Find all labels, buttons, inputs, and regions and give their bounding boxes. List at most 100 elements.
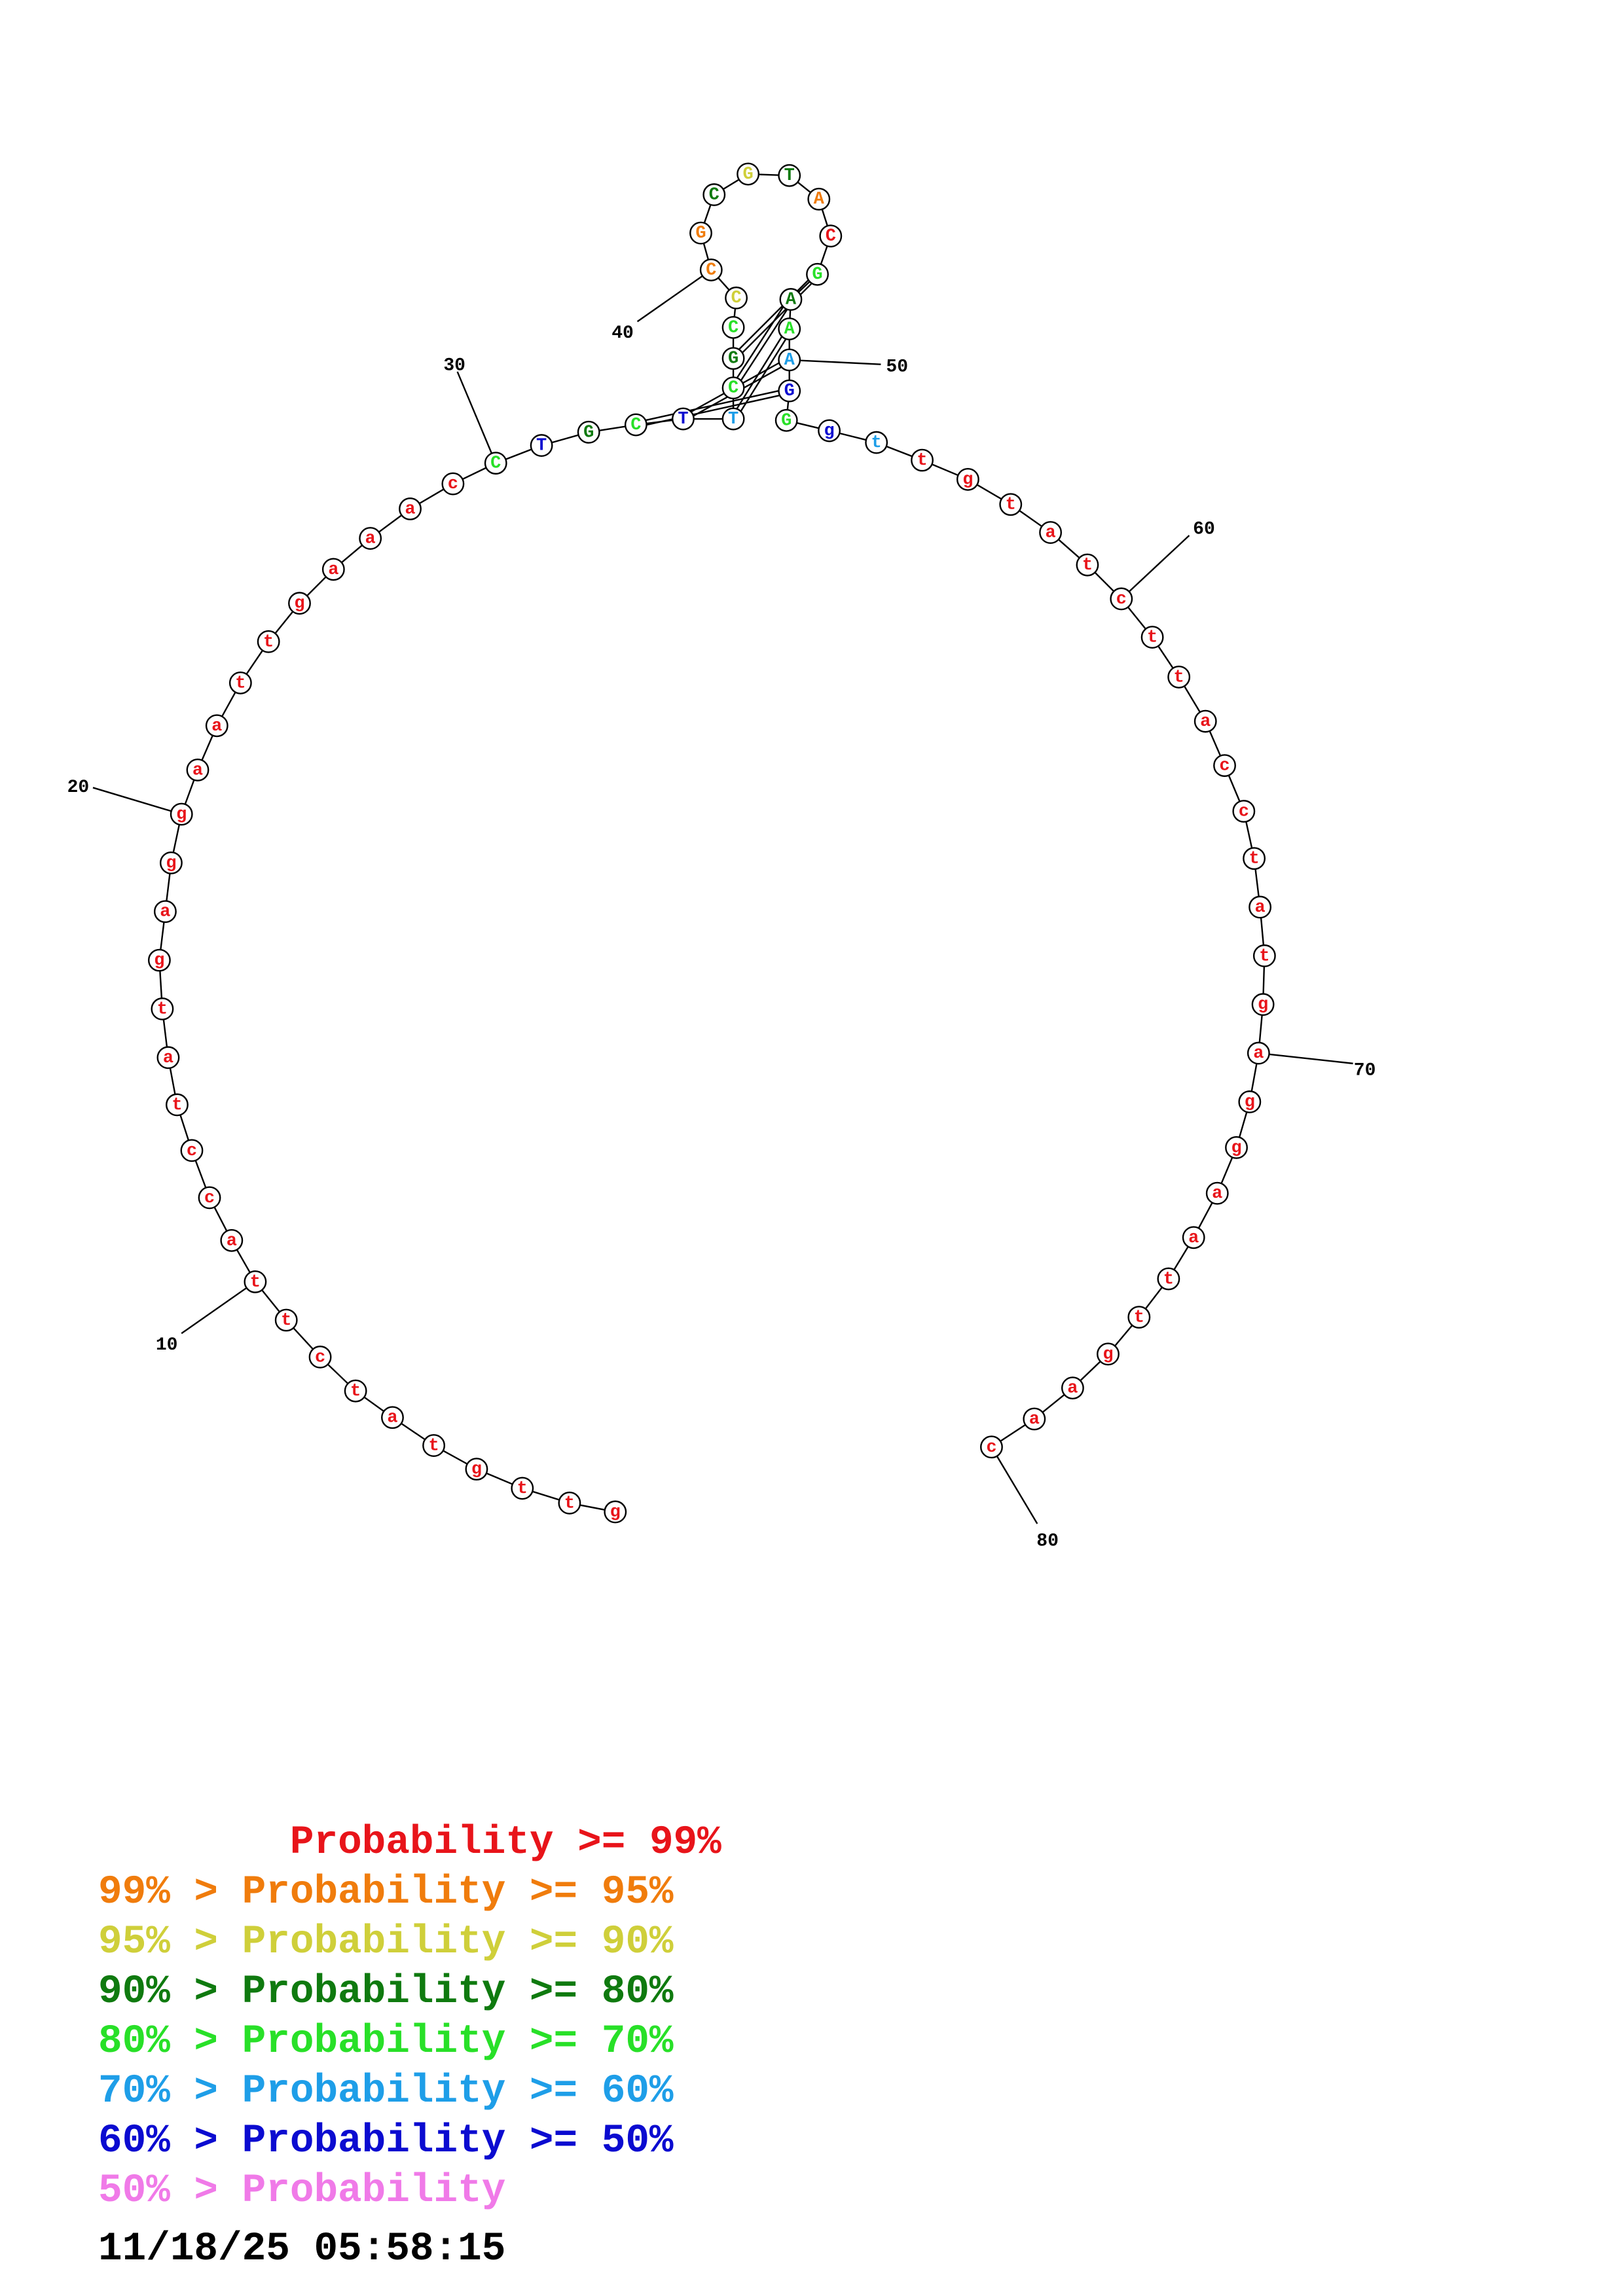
- nucleotide-35: T: [721, 407, 745, 431]
- nucleotide-letter: g: [1258, 996, 1268, 1015]
- nucleotide-letter: g: [166, 853, 176, 873]
- legend-row-text: 80% > Probability >= 70%: [98, 2019, 674, 2064]
- nucleotide-53: g: [818, 419, 841, 442]
- nucleotide-letter: T: [678, 410, 688, 429]
- nucleotide-11: a: [220, 1229, 244, 1252]
- nucleotide-letter: t: [1082, 556, 1093, 575]
- legend-row-text: 99% > Probability >= 95%: [98, 1870, 674, 1915]
- nucleotide-78: a: [1061, 1376, 1084, 1400]
- nucleotide-48: A: [779, 288, 803, 311]
- nucleotide-letter: t: [1249, 850, 1259, 869]
- nucleotide-47: G: [806, 262, 829, 286]
- nucleotide-letter: A: [784, 320, 795, 340]
- nucleotide-43: G: [737, 162, 760, 186]
- nucleotide-letter: G: [742, 165, 753, 185]
- nucleotide-32: G: [577, 420, 600, 444]
- nucleotide-19: g: [159, 851, 183, 874]
- nucleotide-letter: t: [1006, 495, 1016, 515]
- nucleotide-28: a: [399, 497, 422, 520]
- position-tick-50: [789, 359, 881, 365]
- nucleotide-letter: t: [517, 1479, 528, 1499]
- nucleotide-letter: a: [1253, 1044, 1264, 1064]
- nucleotide-letter: T: [784, 166, 795, 186]
- nucleotide-letter: a: [1255, 898, 1266, 918]
- nucleotide-letter: t: [1147, 628, 1158, 648]
- legend-row: Probability >= 99%: [98, 1818, 721, 1868]
- nucleotide-38: C: [721, 315, 745, 339]
- nucleotide-letter: A: [814, 190, 825, 209]
- legend-row-indent: [98, 1820, 290, 1865]
- nucleotide-letter: G: [784, 382, 795, 401]
- nucleotide-letter: a: [192, 761, 203, 780]
- nucleotide-letter: A: [786, 290, 797, 310]
- nucleotide-70: a: [1247, 1041, 1270, 1065]
- position-label-40: 40: [611, 323, 634, 344]
- position-label-10: 10: [156, 1335, 178, 1355]
- nucleotide-letter: C: [826, 227, 836, 247]
- nucleotide-39: C: [725, 286, 748, 310]
- nucleotide-59: t: [1076, 553, 1099, 577]
- nucleotide-2: t: [558, 1492, 581, 1515]
- nucleotide-letter: a: [160, 903, 170, 922]
- nucleotide-letter: C: [731, 289, 741, 308]
- nucleotide-77: g: [1097, 1342, 1120, 1366]
- nucleotide-33: C: [624, 413, 647, 437]
- nucleotide-74: a: [1182, 1226, 1205, 1249]
- nucleotide-letter: t: [1134, 1308, 1144, 1327]
- base-pair-line: [646, 390, 780, 426]
- nucleotide-letter: a: [211, 717, 222, 736]
- nucleotide-75: t: [1157, 1267, 1180, 1291]
- nucleotide-letter: a: [365, 529, 376, 549]
- nucleotide-36: C: [721, 376, 745, 400]
- nucleotide-letter: G: [812, 265, 822, 285]
- nucleotide-letter: G: [583, 423, 594, 442]
- base-pair-line: [736, 336, 787, 412]
- position-label-70: 70: [1354, 1061, 1376, 1081]
- nucleotide-56: g: [956, 468, 979, 491]
- probability-legend: Probability >= 99% 99% > Probability >= 9…: [98, 1818, 721, 2216]
- nucleotide-25: g: [288, 592, 311, 615]
- nucleotide-26: a: [321, 558, 345, 581]
- nucleotide-21: a: [186, 758, 210, 781]
- nucleotide-letter: c: [448, 475, 458, 494]
- nucleotide-58: a: [1039, 521, 1063, 544]
- legend-row: 99% > Probability >= 95%: [98, 1868, 721, 1918]
- nucleotide-letter: t: [917, 451, 927, 471]
- nucleotide-letter: t: [1259, 946, 1269, 966]
- nucleotide-29: c: [441, 472, 465, 495]
- nucleotide-letter: g: [610, 1503, 621, 1522]
- nucleotide-62: t: [1167, 665, 1191, 689]
- legend-row-text: 90% > Probability >= 80%: [98, 1969, 674, 2015]
- nucleotide-letter: g: [962, 470, 973, 490]
- nucleotide-24: t: [257, 630, 280, 653]
- legend-row: 70% > Probability >= 60%: [98, 2067, 721, 2117]
- nucleotide-20: g: [170, 802, 193, 826]
- position-tick-10: [181, 1281, 256, 1335]
- nucleotide-letter: g: [154, 951, 164, 971]
- nucleotide-letter: a: [163, 1049, 173, 1068]
- nucleotide-letter: g: [1245, 1092, 1255, 1112]
- legend-row: 80% > Probability >= 70%: [98, 2017, 721, 2067]
- nucleotide-letter: a: [227, 1231, 237, 1251]
- nucleotide-72: g: [1225, 1136, 1248, 1159]
- nucleotide-letter: C: [728, 318, 739, 338]
- nucleotide-letter: a: [1188, 1229, 1199, 1248]
- position-tick-30: [456, 371, 497, 464]
- nucleotide-46: C: [819, 224, 843, 248]
- nucleotide-8: c: [308, 1345, 332, 1369]
- nucleotide-letter: C: [728, 379, 739, 399]
- nucleotide-65: c: [1232, 800, 1256, 823]
- nucleotide-80: c: [980, 1435, 1003, 1459]
- nucleotide-67: a: [1249, 895, 1272, 919]
- nucleotide-letter: g: [1103, 1345, 1113, 1365]
- nucleotide-letter: c: [187, 1141, 197, 1161]
- nucleotide-71: g: [1238, 1090, 1262, 1113]
- nucleotide-letter: A: [784, 351, 795, 370]
- nucleotide-61: t: [1140, 626, 1164, 649]
- nucleotide-9: t: [274, 1308, 298, 1332]
- nucleotide-letter: g: [176, 805, 187, 825]
- nucleotide-letter: t: [250, 1272, 261, 1292]
- nucleotide-27: a: [359, 527, 382, 550]
- legend-row-text: 70% > Probability >= 60%: [98, 2069, 674, 2114]
- nucleotide-letter: g: [1231, 1138, 1241, 1158]
